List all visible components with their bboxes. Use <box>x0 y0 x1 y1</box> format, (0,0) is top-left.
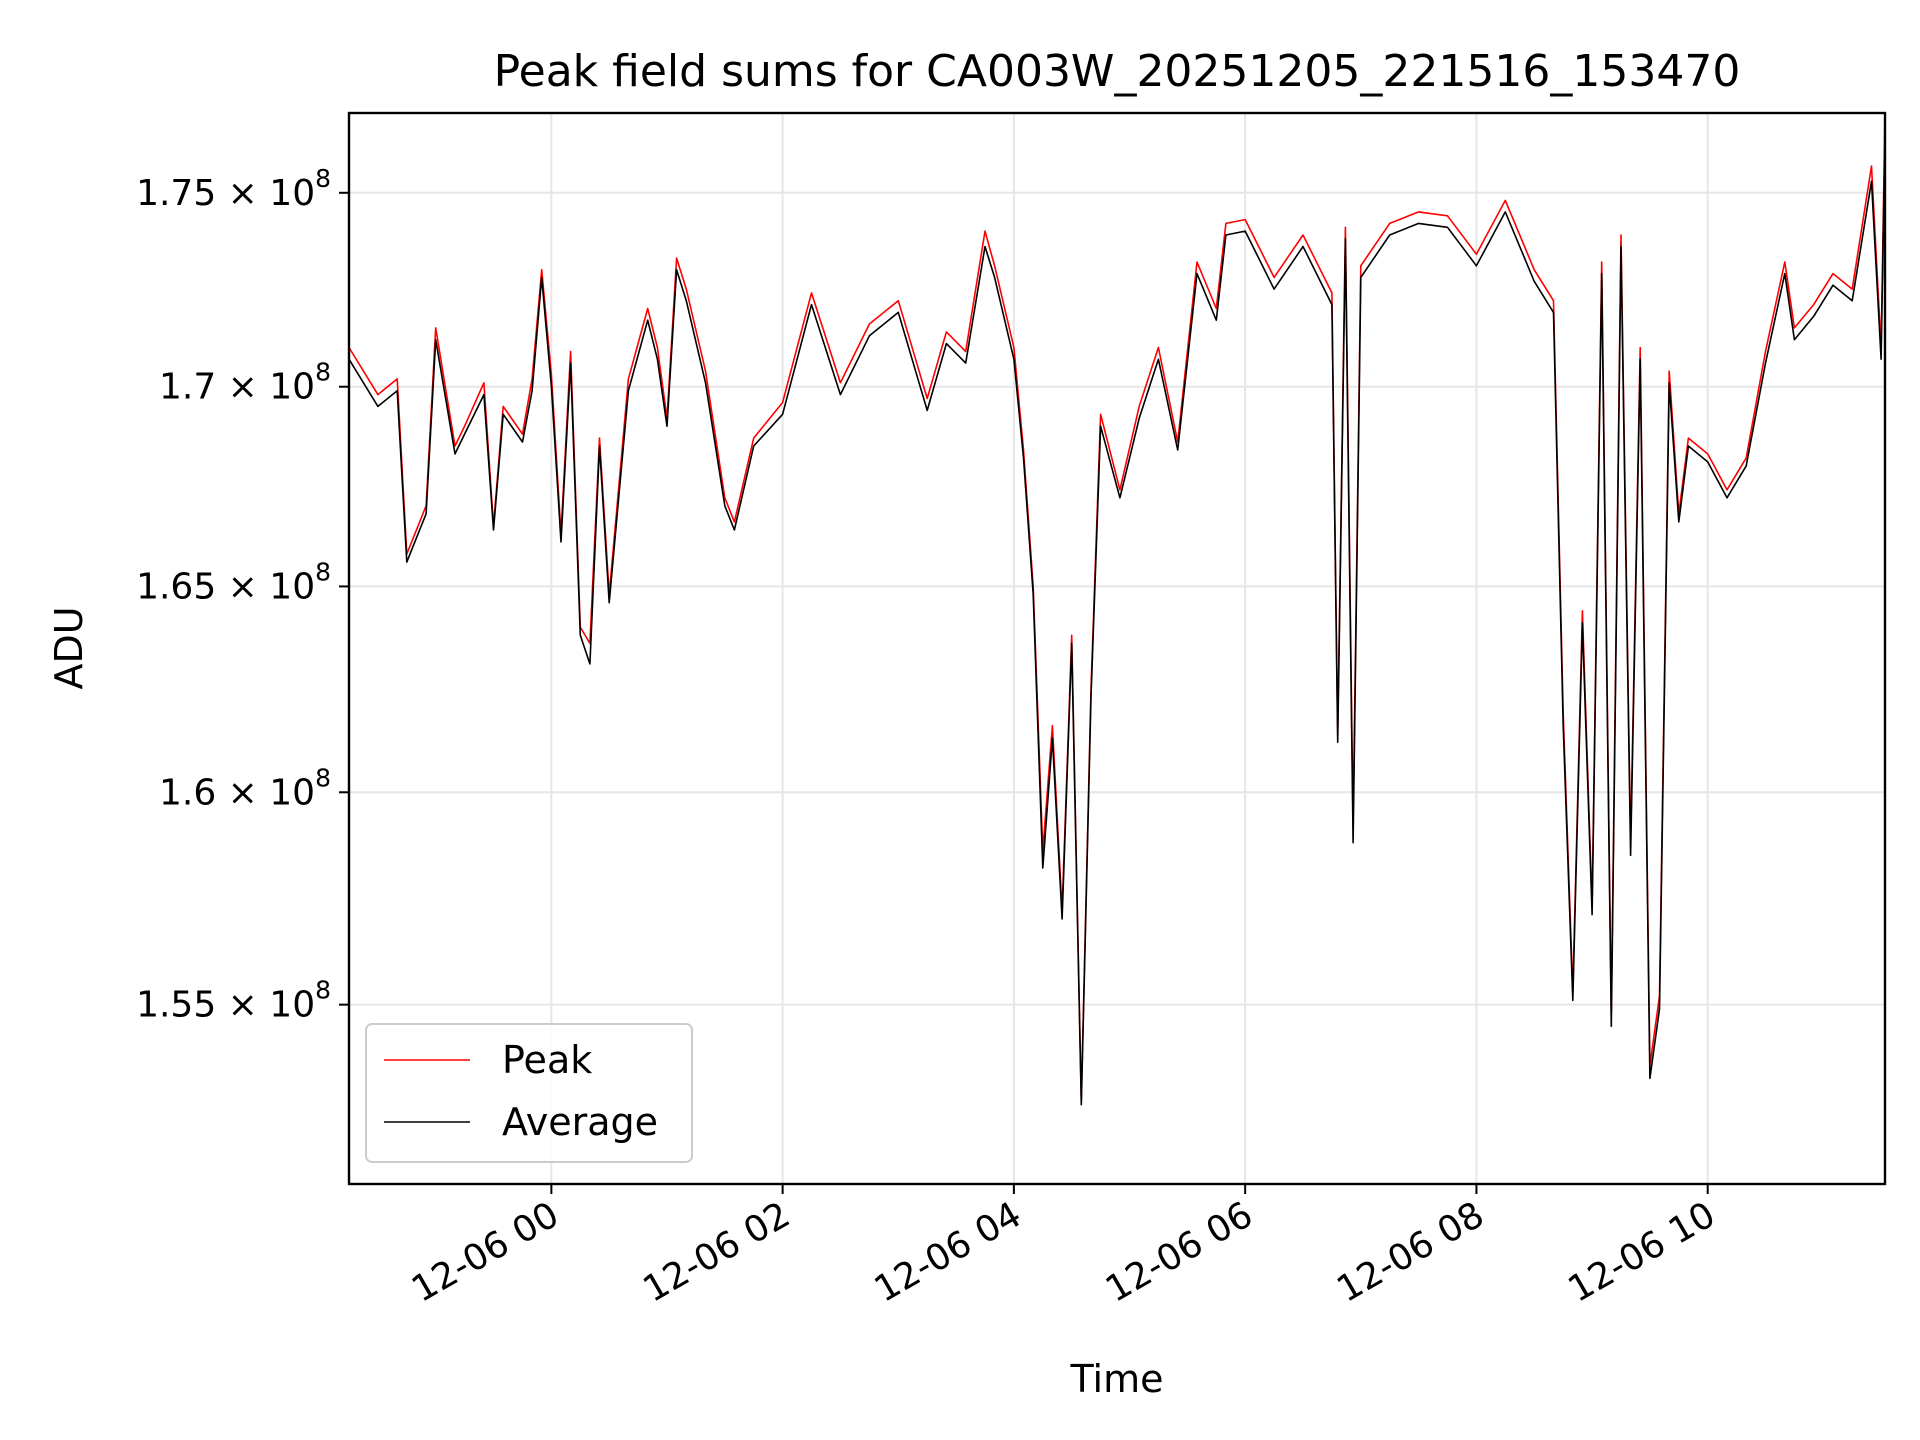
y-ticks: 1.55 × 108 1.6 × 108 1.65 × 108 1.7 × 108 1.… <box>136 164 349 1026</box>
y-tick-label: 1.7 × 108 <box>159 358 331 408</box>
x-axis-label: Time <box>1070 1357 1164 1401</box>
legend-label-peak: Peak <box>502 1038 592 1082</box>
y-grid <box>349 191 1885 1006</box>
legend: Peak Average <box>365 1023 693 1163</box>
y-axis-label: ADU <box>47 606 91 689</box>
y-tick-label: 1.75 × 108 <box>136 164 331 214</box>
x-grid <box>550 113 1709 1184</box>
y-tick-label: 1.65 × 108 <box>136 557 331 607</box>
plot-frame <box>347 111 1887 1186</box>
y-tick-label: 1.55 × 108 <box>136 976 331 1026</box>
chart-title: Peak field sums for CA003W_20251205_2215… <box>494 46 1741 97</box>
series-line-average <box>348 131 1886 1106</box>
legend-label-average: Average <box>502 1100 658 1144</box>
plot-lines <box>348 112 1886 1106</box>
y-tick-label: 1.6 × 108 <box>159 763 331 813</box>
legend-box <box>365 1023 693 1163</box>
